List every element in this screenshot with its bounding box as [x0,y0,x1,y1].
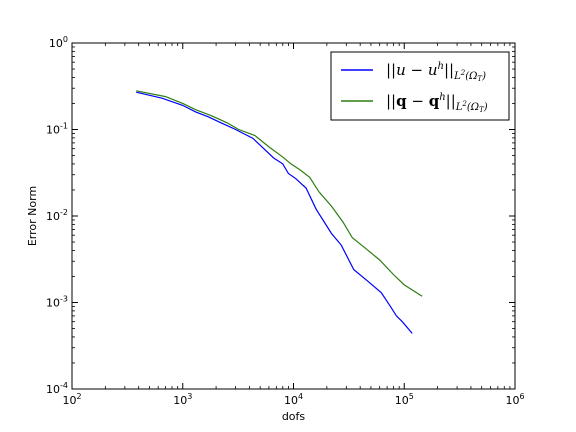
axes: 102 103 104 105 106 100 10-1 10-2 10-3 10-4 [46,35,525,407]
x-axis-label: dofs [282,410,306,423]
y-tick-label: 10-1 [46,122,68,137]
x-tick-label: 102 [62,392,81,407]
series-line-1 [136,91,413,334]
y-tick-label: 100 [49,35,68,50]
legend-label-2: ||q − qh||L2(ΩT) [386,92,488,114]
x-tick-label: 103 [173,392,192,407]
legend-label-1: ||u − uh||L2(ΩT) [386,61,486,83]
x-tick-label: 104 [284,392,303,407]
x-tick-label: 106 [505,392,524,407]
y-tick-label: 10-2 [46,208,68,223]
x-tick-label: 105 [395,392,414,407]
legend-frame [330,51,510,121]
series-line-2 [136,90,423,297]
y-tick-label: 10-4 [46,381,68,396]
y-axis-label: Error Norm [26,186,39,246]
legend: ||u − uh||L2(ΩT) ||q − qh||L2(ΩT) [330,51,510,121]
plot-area [136,90,423,334]
y-tick-label: 10-3 [46,295,68,310]
